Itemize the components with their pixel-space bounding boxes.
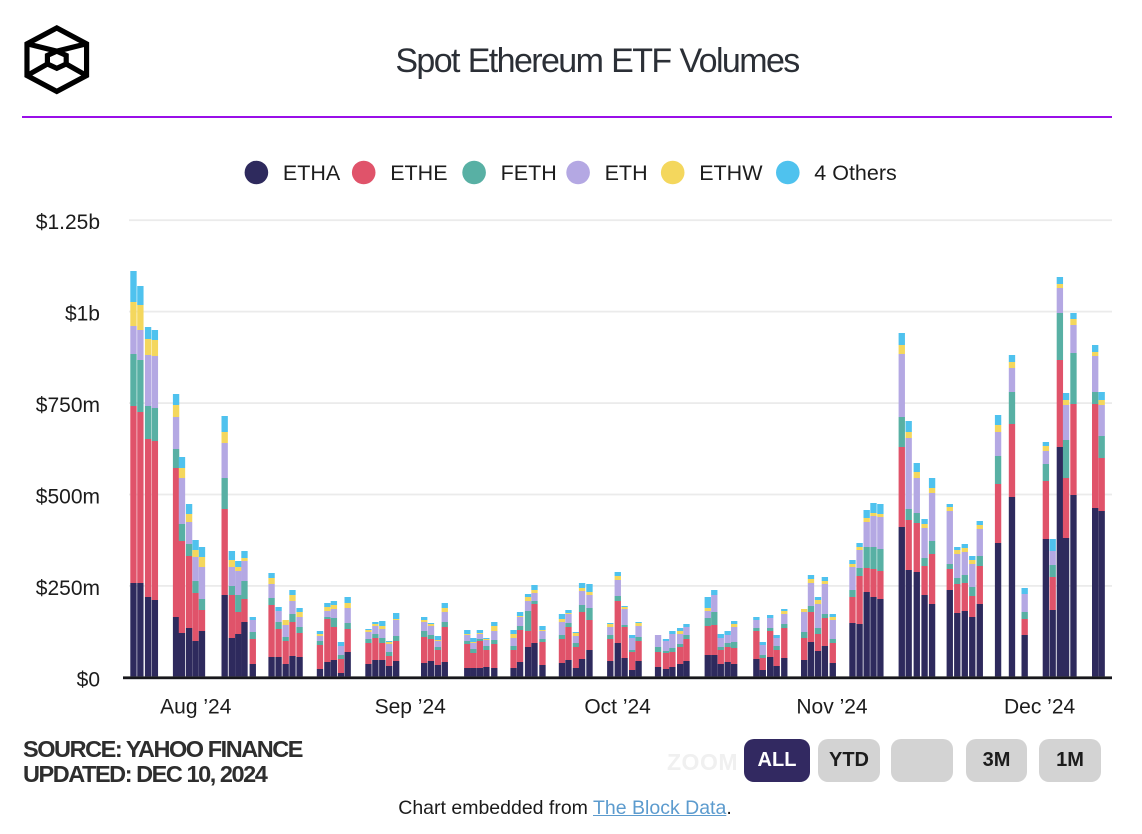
svg-text:$500m: $500m [36,485,100,508]
svg-text:$250m: $250m [36,577,100,600]
svg-text:Aug ’24: Aug ’24 [160,696,232,719]
svg-text:ETHA: ETHA [283,161,341,185]
svg-text:Nov ’24: Nov ’24 [796,696,868,719]
svg-text:ETHE: ETHE [390,161,447,185]
svg-text:ETH: ETH [605,161,648,185]
svg-text:$1.25b: $1.25b [36,211,100,234]
svg-text:ETHW: ETHW [699,161,763,185]
svg-text:Sep ’24: Sep ’24 [375,696,447,719]
svg-text:$0: $0 [77,668,100,691]
svg-text:$750m: $750m [36,394,100,417]
svg-text:FETH: FETH [501,161,557,185]
svg-text:Oct ’24: Oct ’24 [584,696,651,719]
svg-text:4 Others: 4 Others [814,161,896,185]
svg-text:Dec ’24: Dec ’24 [1004,696,1076,719]
svg-text:$1b: $1b [65,303,100,326]
